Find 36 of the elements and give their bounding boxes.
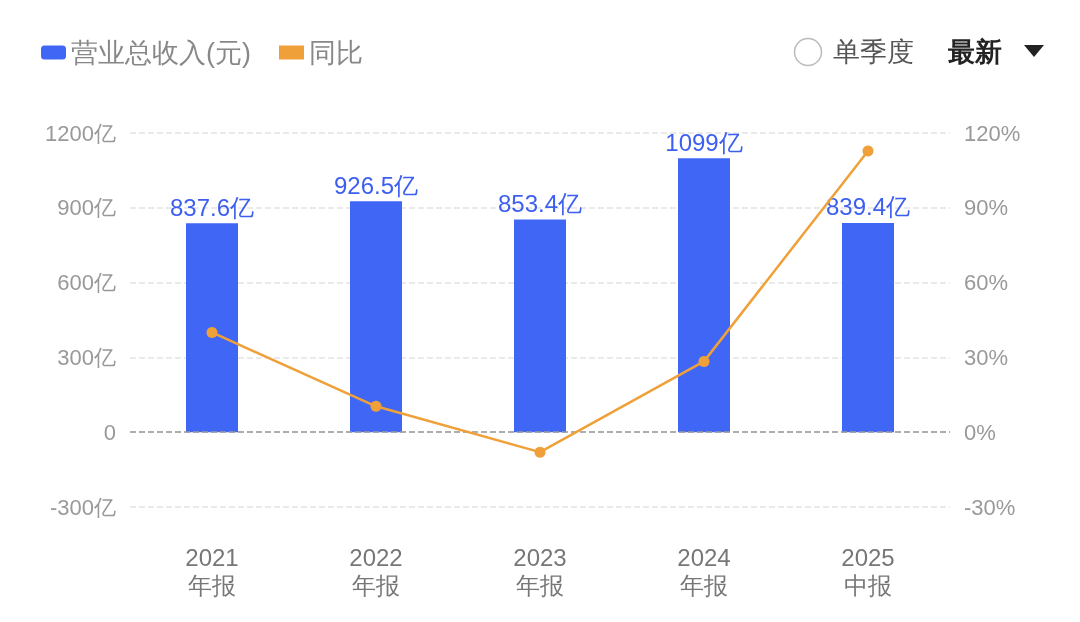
x-tick-label: 2021 年报 bbox=[185, 543, 239, 599]
data-label: 1099亿 bbox=[665, 128, 743, 156]
x-tick-label: 2022 年报 bbox=[349, 543, 403, 599]
bar bbox=[350, 201, 402, 433]
y2-tick-label: 0% bbox=[964, 419, 996, 445]
bar bbox=[842, 222, 894, 433]
y2-tick-label: 30% bbox=[964, 344, 1009, 370]
y2-tick-label: 90% bbox=[964, 195, 1009, 221]
legend-label: 营业总收入(元) bbox=[71, 37, 251, 68]
text: 最新 bbox=[948, 35, 1002, 69]
y-tick-label: 600亿 bbox=[57, 270, 116, 296]
data-label: 839.4亿 bbox=[825, 193, 911, 221]
y2-tick-label: -30% bbox=[964, 494, 1016, 520]
y2-tick-label: 60% bbox=[964, 270, 1009, 296]
y-tick-label: 1200亿 bbox=[45, 120, 116, 146]
point bbox=[370, 400, 382, 412]
y2-tick-label: 120% bbox=[964, 120, 1021, 146]
point bbox=[862, 145, 874, 157]
point bbox=[206, 326, 218, 338]
point bbox=[698, 355, 710, 367]
bar bbox=[186, 223, 238, 433]
x-tick-label: 2023 年报 bbox=[513, 543, 567, 599]
bar bbox=[678, 158, 730, 433]
bar bbox=[514, 219, 566, 433]
y-tick-label: 0 bbox=[103, 419, 116, 445]
data-label: 853.4亿 bbox=[497, 189, 583, 217]
data-label: 926.5亿 bbox=[333, 171, 419, 199]
legend-label: 同比 bbox=[308, 37, 363, 68]
y-tick-label: 300亿 bbox=[57, 344, 116, 370]
x-tick-label: 2025 中报 bbox=[841, 543, 895, 599]
text: 单季度 bbox=[833, 35, 914, 69]
y-tick-label: 900亿 bbox=[57, 195, 116, 221]
data-label: 837.6亿 bbox=[169, 193, 255, 221]
y-tick-label: -300亿 bbox=[49, 494, 116, 520]
x-tick-label: 2024 年报 bbox=[677, 543, 731, 599]
point bbox=[534, 446, 546, 458]
